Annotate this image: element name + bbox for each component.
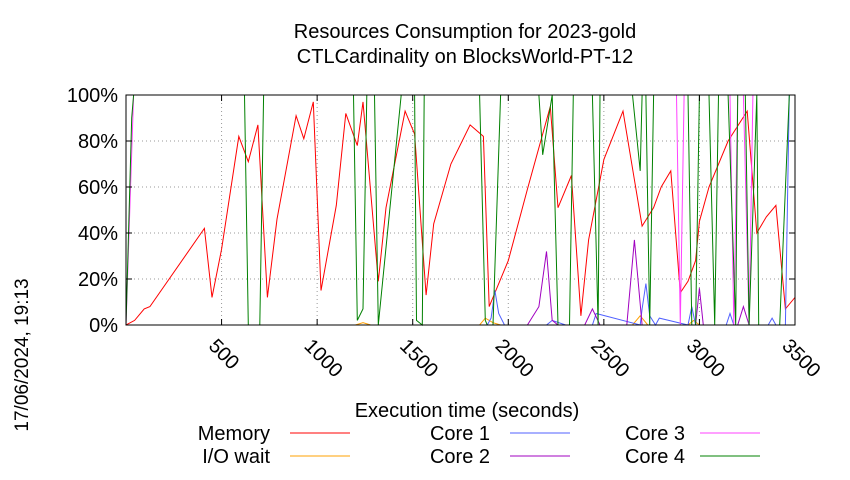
series-line-core-4 bbox=[126, 94, 795, 326]
y-tick-label: 40% bbox=[78, 223, 118, 245]
x-tick-label: 3000 bbox=[682, 335, 729, 382]
x-tick-label: 2000 bbox=[491, 335, 538, 382]
x-axis-label: Execution time (seconds) bbox=[355, 400, 580, 422]
x-tick-label: 3500 bbox=[777, 335, 824, 382]
tick-layer: 0% 20% 40% 60% 80% 100% 500 1000 1500 2000 2500 300… bbox=[67, 85, 825, 382]
y-tick-label: 20% bbox=[78, 269, 118, 291]
x-tick-label: 500 bbox=[204, 335, 243, 374]
chart-title-line-2: CTLCardinality on BlocksWorld-PT-12 bbox=[297, 46, 633, 68]
y-tick-label: 100% bbox=[67, 85, 118, 107]
x-tick-label: 1000 bbox=[300, 335, 347, 382]
series-line-core-1 bbox=[126, 94, 795, 326]
series-line-core-3 bbox=[126, 94, 795, 326]
legend-label-core-2: Core 2 bbox=[430, 446, 490, 468]
chart-title-line-1: Resources Consumption for 2023-gold bbox=[294, 21, 636, 43]
y-tick-label: 80% bbox=[78, 131, 118, 153]
timestamp-label: 17/06/2024, 19:13 bbox=[12, 278, 33, 431]
y-tick-label: 60% bbox=[78, 177, 118, 199]
x-tick-label: 2500 bbox=[586, 335, 633, 382]
legend-label-memory: Memory bbox=[198, 423, 270, 445]
legend-label-core-3: Core 3 bbox=[625, 423, 685, 445]
series-line-memory bbox=[126, 101, 795, 326]
y-tick-label: 0% bbox=[89, 315, 118, 337]
x-tick-label: 1500 bbox=[395, 335, 442, 382]
legend-label-i-o-wait: I/O wait bbox=[202, 446, 270, 468]
legend-label-core-4: Core 4 bbox=[625, 446, 685, 468]
plot-frame bbox=[125, 94, 796, 326]
legend-label-core-1: Core 1 bbox=[430, 423, 490, 445]
series-line-core-2 bbox=[126, 239, 795, 326]
series-layer bbox=[126, 94, 795, 326]
grid-layer bbox=[126, 95, 795, 325]
